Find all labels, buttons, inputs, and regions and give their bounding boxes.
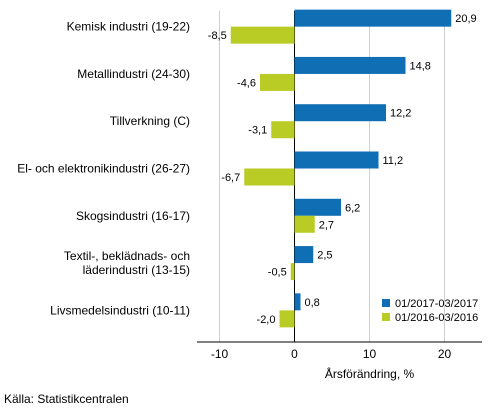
bar-series-2016 bbox=[230, 26, 295, 44]
data-label: 6,2 bbox=[345, 202, 360, 214]
bar-series-2016 bbox=[244, 168, 295, 186]
bar-series-2016 bbox=[290, 263, 295, 281]
bar-series-2017 bbox=[294, 151, 379, 169]
data-label: 20,9 bbox=[455, 13, 476, 25]
x-tick-label: -10 bbox=[211, 347, 229, 361]
bar-series-2017 bbox=[294, 104, 386, 122]
x-tick-label: 20 bbox=[438, 347, 452, 361]
data-label: -4,6 bbox=[237, 77, 256, 89]
bar-series-2017 bbox=[294, 198, 341, 216]
legend-swatch bbox=[382, 299, 390, 307]
legend-label: 01/2017-03/2017 bbox=[395, 298, 478, 310]
category-label: Metallindustri (24-30) bbox=[77, 67, 190, 81]
bar-series-2016 bbox=[271, 121, 295, 139]
bar-series-2017 bbox=[294, 246, 314, 264]
data-label: -8,5 bbox=[208, 30, 227, 42]
bar-series-2017 bbox=[294, 9, 452, 27]
category-label: Tillverkning (C) bbox=[110, 114, 190, 128]
bar-series-2017 bbox=[294, 56, 406, 74]
bar-series-2017 bbox=[294, 293, 301, 311]
data-label: 12,2 bbox=[390, 108, 411, 120]
category-label: Textil-, beklädnads- och bbox=[64, 249, 190, 263]
data-label: -6,7 bbox=[221, 172, 240, 184]
bar-series-2016 bbox=[294, 215, 315, 233]
category-label: läderindustri (13-15) bbox=[83, 263, 190, 277]
data-label: 2,5 bbox=[317, 250, 332, 262]
legend-swatch bbox=[382, 313, 390, 321]
category-label: Skogsindustri (16-17) bbox=[76, 209, 190, 223]
data-label: 14,8 bbox=[410, 60, 431, 72]
bar-chart: -10 0 10 20 Årsförändring, % Kemisk industri … bbox=[17, 9, 482, 381]
data-label: 11,2 bbox=[383, 155, 404, 167]
data-label: -2,0 bbox=[257, 314, 276, 326]
data-label: -3,1 bbox=[248, 125, 267, 137]
bar-series-2016 bbox=[260, 73, 295, 91]
x-tick-label: 10 bbox=[363, 347, 377, 361]
category-label: Livsmedelsindustri (10-11) bbox=[50, 303, 190, 317]
data-label: 0,8 bbox=[305, 297, 320, 309]
bar-series-2016 bbox=[279, 310, 295, 328]
category-label: Kemisk industri (19-22) bbox=[67, 20, 190, 34]
data-label: 2,7 bbox=[319, 219, 334, 231]
data-label: -0,5 bbox=[268, 267, 287, 279]
source-note: Källa: Statistikcentralen bbox=[4, 392, 129, 406]
legend-label: 01/2016-03/2016 bbox=[395, 312, 478, 324]
x-tick-label: 0 bbox=[291, 347, 298, 361]
category-label: El- och elektronikindustri (26-27) bbox=[17, 162, 190, 176]
x-axis-title: Årsförändring, % bbox=[325, 366, 415, 381]
